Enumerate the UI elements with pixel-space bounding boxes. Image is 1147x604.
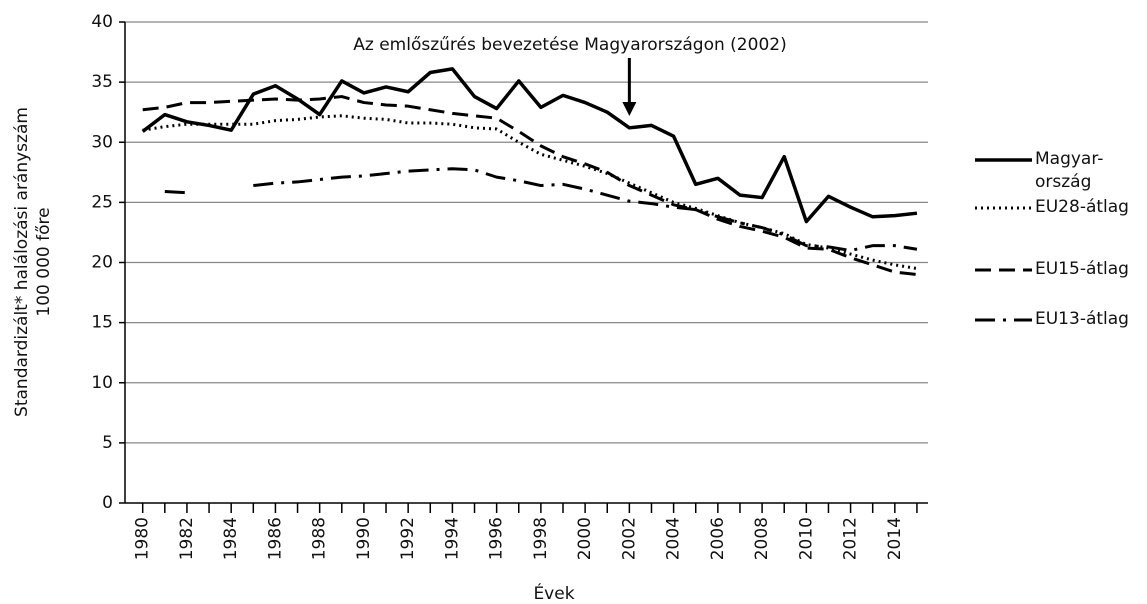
legend-label: EU15-átlag <box>1035 259 1129 279</box>
x-tick-label: 2010 <box>796 517 816 560</box>
legend-label: EU28-átlag <box>1035 197 1129 217</box>
x-tick-label: 1998 <box>531 517 551 560</box>
series-line <box>142 95 918 277</box>
y-tick-label: 10 <box>91 373 113 393</box>
x-tick-label: 2000 <box>575 517 595 560</box>
x-tick-label: 1992 <box>398 517 418 560</box>
y-axis-label: Standardizált* halálozási arányszám <box>12 107 32 417</box>
x-tick-label: 2006 <box>708 517 728 560</box>
y-tick-label: 5 <box>102 433 113 453</box>
y-tick-label: 40 <box>91 12 113 32</box>
y-tick-label: 15 <box>91 313 113 333</box>
x-tick-label: 1982 <box>177 517 197 560</box>
x-tick-label: 2014 <box>885 517 905 560</box>
x-tick-label: 1988 <box>310 517 330 560</box>
y-tick-label: 20 <box>91 253 113 273</box>
y-tick-label: 0 <box>102 493 113 513</box>
y-tick-label: 35 <box>91 72 113 92</box>
legend-label: Magyar- ország <box>1035 149 1104 192</box>
x-tick-label: 2004 <box>664 517 684 560</box>
y-tick-label: 30 <box>91 132 113 152</box>
x-tick-label: 1984 <box>221 517 241 560</box>
x-tick-label: 1994 <box>442 517 462 560</box>
annotation: Az emlőszűrés bevezetése Magyarországon … <box>353 35 786 55</box>
x-tick-label: 1986 <box>265 517 285 560</box>
x-tick-label: 1996 <box>487 517 507 560</box>
series-line <box>142 114 918 270</box>
x-tick-label: 1990 <box>354 517 374 560</box>
x-tick-label: 1980 <box>133 517 153 560</box>
x-tick-label: 2002 <box>619 517 639 560</box>
annotation-arrowhead <box>622 102 637 116</box>
y-axis-label: 100 000 főre <box>34 207 54 316</box>
series-line <box>141 67 918 224</box>
series-line <box>164 167 918 252</box>
x-axis-label: Évek <box>533 582 574 604</box>
x-tick-label: 2008 <box>752 517 772 560</box>
legend-label: EU13-átlag <box>1035 309 1129 329</box>
x-tick-label: 2012 <box>841 517 861 560</box>
y-tick-label: 25 <box>91 192 113 212</box>
